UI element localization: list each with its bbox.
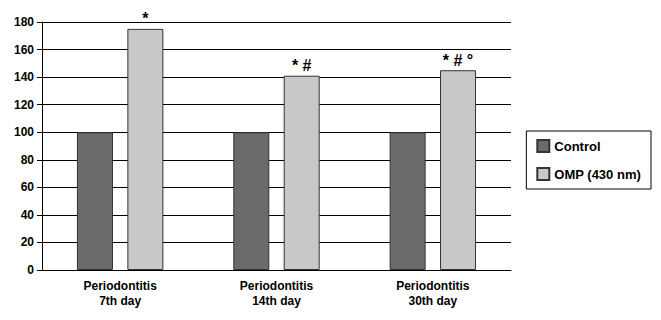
svg-text:OMP (430 nm): OMP (430 nm) — [554, 167, 640, 182]
svg-text:Periodontitis: Periodontitis — [83, 279, 157, 293]
svg-text:160: 160 — [14, 43, 34, 57]
svg-text:120: 120 — [14, 98, 34, 112]
svg-text:80: 80 — [21, 153, 35, 167]
svg-text:20: 20 — [21, 235, 35, 249]
svg-text:30th day: 30th day — [408, 294, 457, 308]
svg-text:Periodontitis: Periodontitis — [396, 279, 470, 293]
svg-text:14th day: 14th day — [252, 294, 301, 308]
svg-text:* # °: * # ° — [443, 52, 473, 69]
svg-text:100: 100 — [14, 125, 34, 139]
svg-text:40: 40 — [21, 208, 35, 222]
svg-text:60: 60 — [21, 180, 35, 194]
svg-text:Control: Control — [554, 139, 600, 154]
svg-text:0: 0 — [27, 263, 34, 277]
svg-text:Periodontitis: Periodontitis — [240, 279, 314, 293]
svg-text:140: 140 — [14, 70, 34, 84]
svg-text:180: 180 — [14, 15, 34, 29]
svg-text:*: * — [142, 10, 149, 27]
svg-text:* #: * # — [292, 57, 312, 74]
svg-text:7th day: 7th day — [99, 294, 141, 308]
